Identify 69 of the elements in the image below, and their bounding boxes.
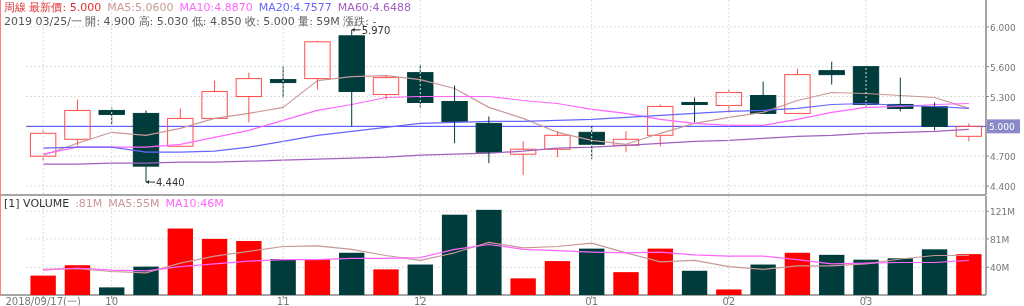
bar [407, 264, 433, 295]
text: MA20:4.7577 [258, 1, 332, 14]
x-tick-label: 10 [105, 296, 119, 306]
bar [133, 266, 159, 295]
y-tick-label: 6.000 [990, 22, 1017, 33]
candlestick [818, 61, 845, 86]
text: MA5:55M [108, 197, 160, 210]
bar [64, 265, 91, 295]
ref-line-label: 5.000 [989, 122, 1016, 133]
y-tick-label: 5.300 [990, 92, 1017, 103]
x-tick-label: 03 [859, 296, 873, 306]
bar [647, 248, 673, 295]
bar [236, 241, 262, 295]
bar [819, 254, 845, 295]
y-tick-label: 4.400 [990, 182, 1017, 193]
bar [373, 269, 399, 295]
bar [784, 252, 811, 295]
x-tick-label: 02 [722, 296, 736, 306]
candlestick [955, 122, 983, 142]
text: MA5:5.0600 [107, 1, 174, 14]
candlestick [921, 101, 948, 131]
bar [510, 278, 536, 295]
bar [544, 261, 571, 295]
text: MA60:4.6488 [337, 1, 412, 14]
bar [304, 259, 331, 295]
bar [201, 238, 228, 295]
y-tick-label: 5.600 [990, 62, 1017, 73]
candlestick [475, 115, 503, 164]
x-tick-label: 12 [413, 296, 427, 306]
y-tick-label: 81M [990, 234, 1010, 245]
x-tick-label: 11 [276, 296, 290, 306]
chart-title: [1] VOLUME [4, 197, 70, 210]
text: MA10:4.8870 [179, 1, 253, 14]
annotation: 4.440 [156, 177, 185, 189]
bar [339, 252, 365, 295]
bar [613, 272, 639, 295]
x-tick-label: 2018/09/17(一) [5, 296, 81, 306]
bar [921, 249, 948, 295]
bar [579, 248, 605, 295]
bar [441, 214, 468, 295]
candlestick [715, 89, 743, 113]
candlestick [441, 85, 468, 144]
candlestick [64, 98, 91, 146]
bar [167, 228, 193, 295]
bar [853, 259, 879, 295]
y-tick-label: 40M [990, 263, 1010, 274]
bar [270, 259, 296, 295]
bar [956, 254, 982, 295]
bar [476, 209, 502, 295]
candlestick [269, 66, 297, 98]
candlestick [235, 72, 263, 123]
annotation: :81M [75, 197, 103, 210]
candlestick [372, 75, 400, 100]
text: MA10:46M [165, 197, 224, 210]
x-tick-label: 01 [585, 296, 599, 306]
chart-title: 周線 最新價: 5.000 [4, 1, 102, 14]
y-tick-label: 4.700 [990, 152, 1017, 163]
bar [887, 258, 913, 295]
candlestick [304, 41, 331, 91]
bar [30, 275, 56, 295]
candlestick [647, 103, 674, 147]
candlestick [544, 130, 571, 158]
bar [99, 287, 125, 295]
candlestick [29, 129, 57, 161]
bar [681, 270, 708, 295]
bar [716, 289, 742, 295]
y-tick-label: 121M [990, 207, 1015, 218]
bar [750, 264, 776, 295]
candlestick [509, 140, 537, 176]
